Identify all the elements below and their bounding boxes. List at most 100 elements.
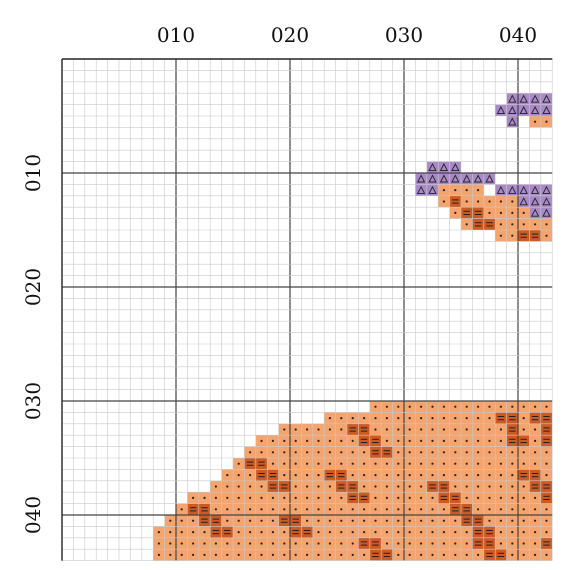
stitch-cell-dot: [426, 435, 439, 447]
dot-symbol: [545, 405, 548, 408]
stitch-cell-dot: [449, 480, 461, 493]
triangle-symbol: [530, 94, 540, 103]
stitch-cell-dot: [233, 480, 245, 493]
stitch-cell-double-dash: [472, 218, 484, 230]
stitch-cell-dot: [540, 116, 553, 128]
stitch-fill: [540, 435, 553, 447]
stitch-cell-triangle: [518, 184, 530, 196]
triangle-symbol: [542, 106, 551, 115]
stitch-cell-dot: [381, 435, 393, 447]
stitch-cell-dot: [438, 195, 450, 208]
column-label-040: 040: [499, 23, 537, 47]
triangle-symbol: [508, 94, 517, 103]
stitch-cell-double-dash: [347, 423, 359, 436]
stitch-cell-dot: [176, 503, 188, 515]
stitch-fill: [438, 492, 450, 504]
stitch-cell-dot: [244, 492, 256, 504]
stitch-cell-dot: [290, 435, 302, 447]
stitch-fill: [506, 184, 518, 196]
stitch-cell-double-dash: [518, 469, 530, 481]
stitch-cell-double-dash: [426, 480, 439, 493]
dot-symbol: [203, 531, 206, 534]
stitch-cell-dot: [198, 492, 211, 504]
stitch-cell-dot: [506, 446, 518, 458]
stitch-cell-dot: [312, 537, 325, 550]
stitch-cell-dot: [438, 503, 450, 515]
dot-symbol: [522, 519, 525, 522]
stitch-cell-dot: [324, 458, 336, 470]
stitch-cell-dot: [529, 116, 541, 128]
dot-symbol: [214, 496, 217, 499]
dot-symbol: [294, 542, 297, 545]
stitch-cell-dot: [518, 423, 530, 436]
dot-symbol: [477, 439, 480, 442]
dot-symbol: [408, 462, 411, 465]
triangle-symbol: [496, 185, 506, 194]
dot-symbol: [431, 553, 434, 557]
dot-symbol: [328, 519, 331, 522]
stitch-cell-dot: [267, 492, 279, 504]
triangle-symbol: [530, 106, 540, 115]
dot-symbol: [420, 496, 423, 499]
stitch-cell-double-dash: [210, 515, 222, 527]
dot-symbol: [363, 519, 366, 522]
stitch-cell-dot: [495, 230, 507, 242]
dot-symbol: [271, 542, 274, 545]
dot-symbol: [385, 474, 388, 477]
dot-symbol: [534, 428, 537, 431]
stitch-fill: [506, 412, 518, 424]
stitch-cell-dot: [369, 526, 382, 538]
stitch-cell-dot: [540, 515, 553, 527]
dot-symbol: [522, 211, 525, 214]
stitch-cell-dot: [301, 515, 313, 527]
dot-symbol: [442, 189, 445, 192]
dot-symbol: [522, 417, 525, 420]
dot-symbol: [442, 542, 445, 545]
stitch-cell-dot: [369, 423, 382, 436]
dot-symbol: [385, 439, 388, 442]
dot-symbol: [351, 474, 354, 477]
dot-symbol: [465, 189, 468, 192]
stitch-cell-dot: [312, 435, 325, 447]
stitch-fill: [540, 93, 553, 105]
stitch-cell-dot: [529, 423, 541, 436]
dot-symbol: [420, 439, 423, 442]
stitch-cell-dot: [324, 423, 336, 436]
stitch-cell-double-dash: [244, 458, 256, 470]
stitch-cell-dot: [449, 469, 461, 481]
dot-symbol: [192, 553, 195, 557]
dot-symbol: [157, 553, 160, 557]
dot-symbol: [442, 405, 445, 408]
dot-symbol: [511, 542, 514, 545]
dot-symbol: [385, 417, 388, 420]
dot-symbol: [488, 417, 491, 420]
dot-symbol: [511, 474, 514, 477]
stitch-cell-dot: [335, 503, 347, 515]
dot-symbol: [283, 462, 286, 465]
stitch-cell-dot: [369, 401, 382, 413]
stitch-cell-dot: [472, 469, 484, 481]
stitch-cell-dot: [324, 435, 336, 447]
stitch-cell-dot: [483, 515, 496, 527]
dot-symbol: [397, 542, 400, 545]
stitch-cell-double-dash: [255, 458, 268, 470]
dot-symbol: [340, 553, 343, 557]
stitch-cell-triangle: [438, 173, 450, 185]
stitch-cell-dot: [187, 492, 199, 504]
stitch-cell-dot: [495, 446, 507, 458]
dot-symbol: [203, 542, 206, 545]
stitch-cell-dot: [301, 503, 313, 515]
dot-symbol: [294, 462, 297, 465]
dot-symbol: [534, 553, 537, 557]
triangle-symbol: [530, 208, 540, 217]
dot-symbol: [351, 531, 354, 534]
stitch-cell-dot: [449, 412, 461, 424]
dot-symbol: [454, 474, 457, 477]
stitch-cell-dot: [449, 184, 461, 196]
stitch-fill: [347, 480, 359, 493]
stitch-cell-dot: [290, 458, 302, 470]
dot-symbol: [249, 542, 252, 545]
stitch-cell-dot: [529, 492, 541, 504]
dot-symbol: [454, 417, 457, 420]
stitch-cell-dot: [404, 412, 416, 424]
